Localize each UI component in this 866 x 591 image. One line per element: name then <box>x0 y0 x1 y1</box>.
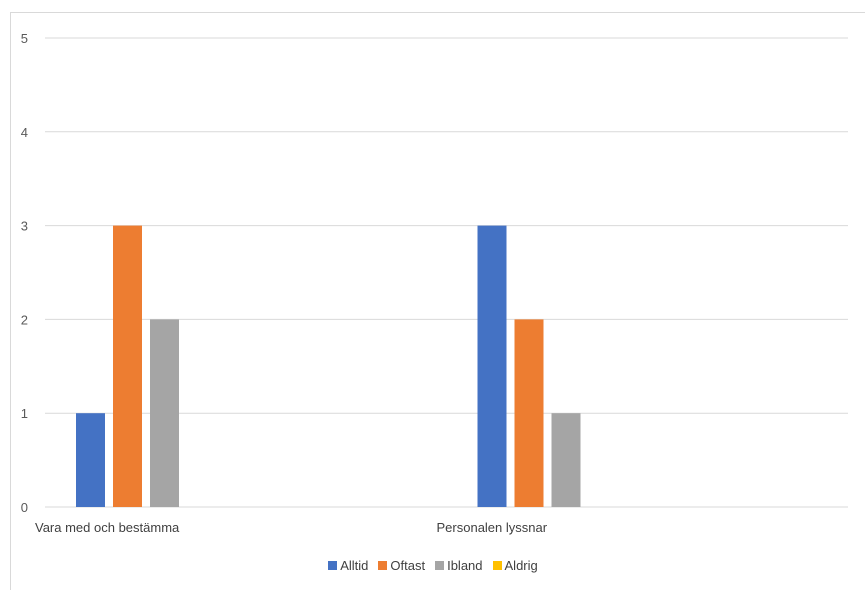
legend-label: Oftast <box>390 558 426 573</box>
legend-label: Alltid <box>340 558 369 573</box>
y-tick-label: 1 <box>21 406 28 421</box>
bar-ibland-0 <box>150 319 179 507</box>
y-tick-label: 2 <box>21 312 28 327</box>
bar-alltid-0 <box>76 413 105 507</box>
y-tick-label: 0 <box>21 500 28 515</box>
chart-area <box>10 12 865 590</box>
legend-label: Ibland <box>447 558 483 573</box>
bar-ibland-1 <box>551 413 581 507</box>
bar-oftast-0 <box>113 225 142 507</box>
legend-swatch <box>435 561 445 570</box>
legend-item-alltid: Alltid <box>328 558 368 573</box>
legend-label: Aldrig <box>504 558 538 573</box>
y-tick-label: 5 <box>21 31 28 46</box>
legend-item-oftast: Oftast <box>378 558 425 573</box>
legend-item-ibland: Ibland <box>435 558 483 573</box>
y-tick-label: 3 <box>21 219 28 234</box>
legend-swatch <box>378 561 388 570</box>
chart-legend: Alltid Oftast Ibland Aldrig <box>0 558 866 573</box>
x-category-label: Personalen lyssnar <box>437 520 548 535</box>
legend-swatch <box>492 561 502 570</box>
y-tick-label: 4 <box>21 125 28 140</box>
x-category-label: Vara med och bestämma <box>35 520 180 535</box>
legend-swatch <box>328 561 338 570</box>
bar-oftast-1 <box>514 319 544 507</box>
bar-alltid-1 <box>477 225 507 507</box>
legend-item-aldrig: Aldrig <box>492 558 538 573</box>
